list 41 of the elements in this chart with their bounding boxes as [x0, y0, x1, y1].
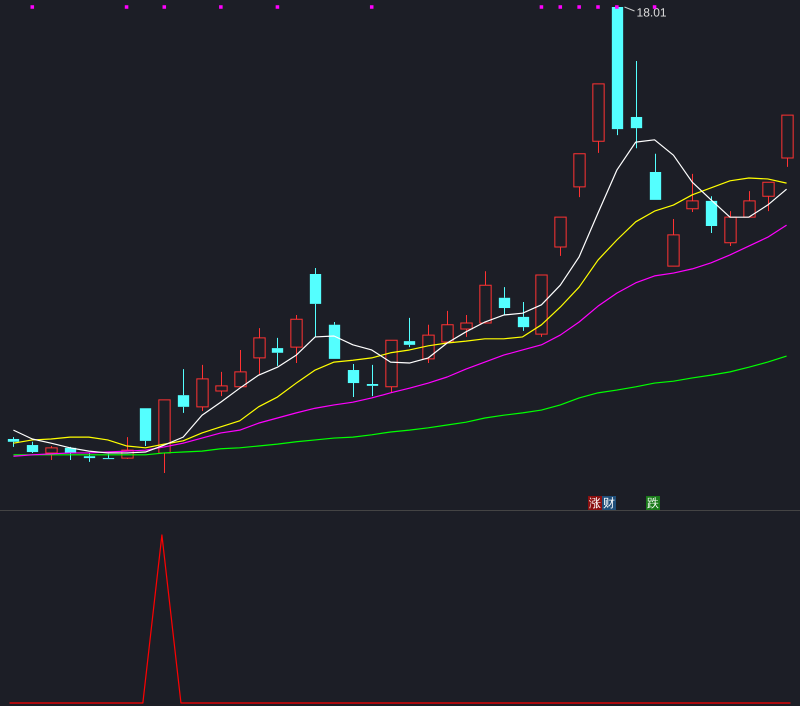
candlestick	[630, 60, 642, 149]
candlestick	[404, 317, 416, 348]
text: 跌	[646, 496, 660, 510]
candlestick	[328, 322, 340, 359]
annotation: 18.01	[636, 5, 667, 20]
candlestick	[158, 399, 171, 474]
candlestick	[518, 301, 530, 332]
candlestick	[762, 182, 775, 212]
candlestick	[348, 363, 360, 398]
candlestick	[592, 83, 605, 154]
candlestick	[26, 441, 38, 454]
candlestick	[178, 368, 190, 414]
candlestick	[422, 324, 435, 364]
candlestick	[310, 267, 322, 338]
candlestick	[612, 7, 624, 136]
candlestick	[667, 218, 680, 267]
candlestick	[781, 114, 794, 168]
text: 财	[602, 496, 616, 510]
candlestick	[479, 270, 492, 324]
candlestick	[366, 364, 378, 397]
candlestick	[140, 408, 152, 446]
candlestick	[272, 337, 284, 366]
candlestick	[498, 286, 510, 316]
candlestick	[706, 196, 718, 234]
candlestick	[554, 216, 567, 256]
candlestick	[121, 436, 134, 460]
candlestick	[460, 314, 473, 338]
candlestick	[535, 274, 548, 338]
candlestick	[441, 310, 454, 343]
candlestick	[234, 349, 247, 388]
candlestick	[253, 328, 266, 376]
candlestick	[290, 314, 303, 364]
candlestick	[686, 173, 699, 213]
candlestick	[724, 210, 737, 247]
candlestick	[215, 371, 228, 397]
candlestick	[743, 190, 756, 218]
candlestick	[650, 153, 662, 200]
candlestick	[573, 153, 586, 198]
text: 涨	[588, 496, 602, 510]
candlestick	[196, 364, 209, 412]
candlestick	[8, 436, 20, 448]
